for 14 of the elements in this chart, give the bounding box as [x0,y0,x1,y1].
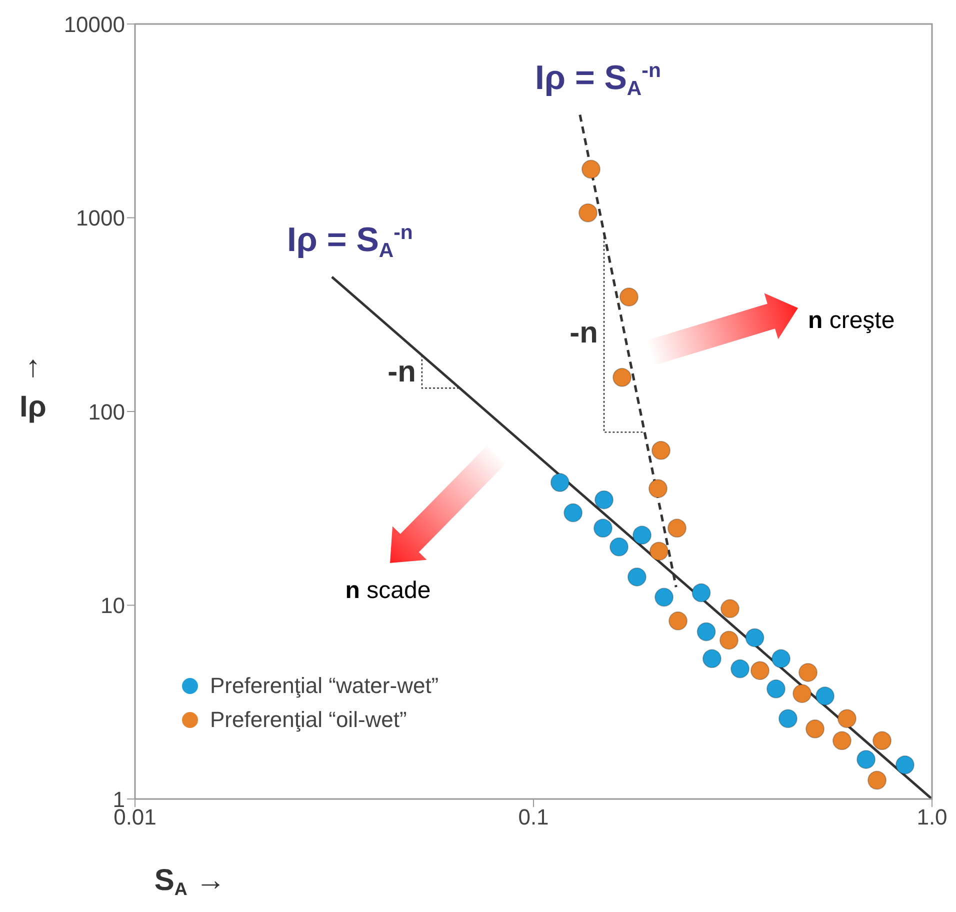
x-axis-title: S$_{A}$ → [154,864,226,900]
y-tick-label: 10000 [64,12,125,37]
legend-label: Preferenţial “oil-wet” [210,707,407,733]
annotation: n scade [345,577,431,604]
annotation: -n [570,316,598,350]
legend-label: Preferenţial “water-wet” [210,673,439,699]
y-tick-label: 100 [88,399,125,424]
annotation: -n [388,356,416,389]
y-axis-title: ↑ Iρ [20,350,46,424]
x-tick-label: 0.1 [518,804,549,830]
annotation: n creşte [808,307,895,334]
x-tick-label: 1.0 [916,804,948,830]
y-tick-label: 10 [100,593,125,618]
y-tick-label: 1000 [76,206,125,231]
